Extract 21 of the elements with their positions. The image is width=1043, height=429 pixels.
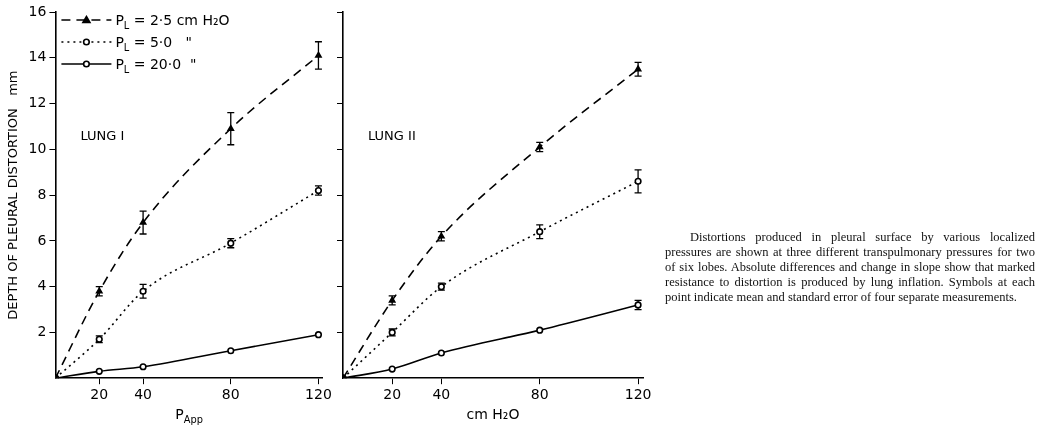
x-tick-label: 80 bbox=[530, 386, 549, 403]
text: Distortions produced in pleural surface by various localized pressures are shown at three different transpulmonary pressures for two of six lobes. Absolute differences and change in slope show that marked resistance to distortion is produced by lung inflation. Symbols at each point indicate mean and standard error of four separate measurements. bbox=[665, 230, 1035, 305]
y-tick-label: 2 bbox=[37, 323, 47, 340]
y-axis-title: DEPTH OF PLEURAL DISTORTION mm bbox=[5, 70, 21, 320]
y-tick-label: 12 bbox=[28, 94, 47, 111]
annotation: LUNG I bbox=[80, 128, 125, 144]
x-tick-label: 120 bbox=[624, 386, 652, 403]
annotation: LUNG II bbox=[368, 128, 416, 144]
x-tick-label: 20 bbox=[383, 386, 402, 403]
y-tick-label: 4 bbox=[37, 277, 47, 294]
x-tick-label: 40 bbox=[134, 386, 152, 403]
y-tick-label: 10 bbox=[28, 139, 47, 156]
x-tick-label: 40 bbox=[432, 386, 451, 403]
y-tick-label: 16 bbox=[28, 2, 47, 19]
y-tick-label: 6 bbox=[37, 231, 47, 248]
x-tick-label: 80 bbox=[221, 386, 240, 403]
y-tick-label: 14 bbox=[28, 48, 47, 65]
x-tick-label: 120 bbox=[305, 386, 332, 403]
x-axis-title: cm H₂O bbox=[466, 406, 520, 422]
x-tick-label: 20 bbox=[90, 386, 109, 403]
y-tick-label: 8 bbox=[37, 185, 47, 202]
